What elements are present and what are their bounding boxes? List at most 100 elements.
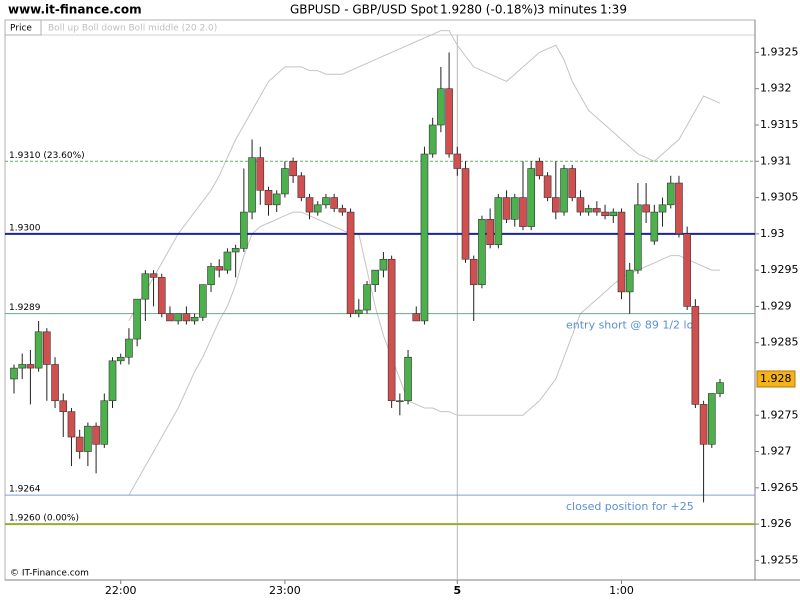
candle-body: [272, 193, 281, 206]
candle-body: [584, 208, 593, 213]
candle-body: [486, 219, 494, 246]
candle-body: [560, 168, 568, 213]
candle-body: [543, 175, 552, 198]
interval: 3 minutes: [537, 3, 597, 17]
y-tick-label: 1.931: [760, 154, 792, 167]
candle-body: [174, 313, 182, 322]
candle-body: [330, 197, 338, 209]
last-price-label: 1.928: [760, 372, 792, 385]
candle-body: [437, 88, 445, 126]
candle-body: [116, 356, 125, 362]
candle-body: [658, 204, 667, 213]
candle-body: [248, 157, 256, 213]
legend-label: Price: [10, 24, 32, 34]
candle-body: [125, 338, 133, 358]
candle-body: [601, 211, 609, 216]
candle-body: [379, 258, 388, 271]
candle-body: [535, 160, 544, 177]
candle-body: [223, 251, 232, 271]
candle-body: [51, 364, 59, 402]
candle-body: [157, 277, 166, 314]
level-label: 1.9260 (0.00%): [9, 514, 79, 524]
y-tick-label: 1.9325: [760, 45, 799, 58]
candle-body: [699, 404, 708, 445]
candle-body: [281, 168, 289, 195]
candle-body: [75, 436, 84, 452]
y-tick-label: 1.9315: [760, 118, 799, 131]
last-price-box: [756, 370, 796, 388]
candle-body: [445, 88, 453, 155]
quote: 1.9280 (-0.18%): [440, 3, 538, 17]
x-tick-label: 1:00: [609, 584, 634, 597]
candle-body: [215, 266, 224, 271]
candle-body: [461, 168, 470, 260]
candle-body: [625, 269, 634, 293]
bollinger-band: [128, 30, 721, 322]
candle-body: [453, 153, 462, 169]
candle-body: [190, 316, 199, 322]
candle-body: [568, 168, 577, 198]
candle-body: [691, 306, 700, 405]
candle-body: [404, 356, 412, 402]
indicator-legend: Boll up Boll down Boll middle (20 2.0): [48, 24, 217, 34]
candle-body: [43, 331, 51, 365]
candle-body: [502, 197, 511, 220]
candle-body: [683, 233, 691, 307]
candle-body: [141, 273, 150, 300]
candle-body: [313, 204, 322, 213]
candle-body: [609, 211, 618, 216]
candle-body: [650, 211, 659, 242]
site: www.it-finance.com: [8, 3, 142, 17]
candle-body: [494, 197, 503, 246]
y-tick-label: 1.927: [760, 445, 792, 458]
y-tick-label: 1.93: [760, 227, 785, 240]
legend-box: [4, 19, 42, 36]
candle-body: [182, 313, 191, 322]
candle-body: [593, 208, 601, 213]
candle-body: [354, 309, 363, 314]
footer: © IT-Finance.com: [10, 569, 89, 579]
candle-body: [26, 364, 35, 369]
level-label: 1.9300: [9, 223, 41, 233]
chart-title: GBPUSD - GBP/USD Spot: [290, 3, 438, 17]
candle-body: [396, 400, 404, 403]
candle-body: [59, 400, 68, 412]
candle-body: [469, 258, 478, 285]
x-tick-label: 23:00: [269, 584, 301, 597]
candle-body: [289, 160, 297, 177]
candle-body: [322, 197, 330, 206]
candle-body: [166, 313, 174, 322]
level-label: 1.9310 (23.60%): [9, 151, 85, 161]
candle-body: [634, 204, 642, 271]
candle-body: [84, 425, 92, 452]
y-tick-label: 1.9285: [760, 336, 799, 349]
candle-body: [428, 124, 437, 155]
x-tick-label: 22:00: [105, 584, 137, 597]
candle-body: [297, 175, 306, 198]
candle-body: [642, 204, 650, 213]
candle-body: [108, 360, 117, 402]
candle-body: [207, 266, 215, 285]
candle-body: [371, 269, 380, 285]
candle-body: [552, 197, 560, 213]
y-tick-label: 1.929: [760, 299, 792, 312]
candle-body: [256, 157, 265, 191]
y-tick-label: 1.9255: [760, 553, 799, 566]
candle-body: [666, 182, 675, 206]
level-label: 1.9264: [9, 485, 41, 495]
y-tick-label: 1.9295: [760, 263, 799, 276]
candle-body: [363, 284, 371, 311]
candle-body: [527, 168, 535, 227]
candle-body: [387, 258, 396, 402]
candle-body: [92, 425, 100, 445]
candle-body: [478, 219, 486, 285]
candle-body: [412, 313, 421, 322]
candle-body: [510, 197, 519, 220]
y-tick-label: 1.9305: [760, 191, 799, 204]
candle-body: [133, 298, 141, 340]
candle-body: [519, 197, 527, 227]
y-tick-label: 1.932: [760, 82, 792, 95]
